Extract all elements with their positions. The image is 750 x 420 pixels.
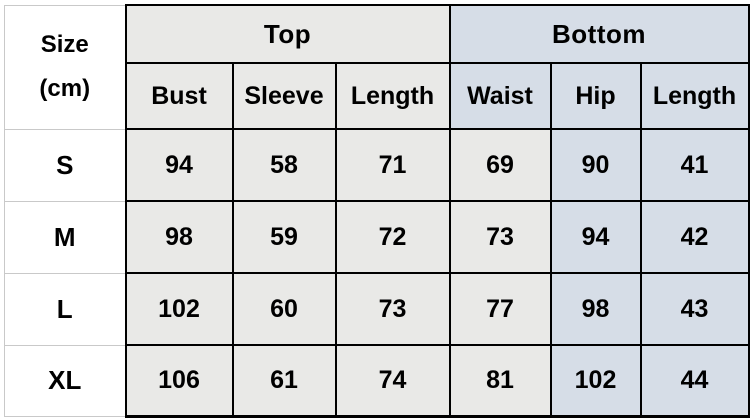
value-s-bottom-length: 41 — [639, 128, 750, 202]
size-label-s: S — [4, 128, 127, 202]
group-header-row: Size (cm) Top Bottom — [4, 4, 750, 130]
value-xl-sleeve: 61 — [231, 344, 337, 418]
value-l-bottom-length: 43 — [639, 272, 750, 346]
value-m-top-length: 72 — [334, 200, 451, 274]
value-l-waist: 77 — [448, 272, 552, 346]
value-l-sleeve: 60 — [231, 272, 337, 346]
value-xl-bust: 106 — [124, 344, 234, 418]
column-header-top-length: Length — [334, 62, 451, 130]
value-s-hip: 90 — [549, 128, 642, 202]
column-header-bottom-length: Length — [639, 62, 750, 130]
table-row-s: S 94 58 71 69 90 41 — [4, 128, 750, 202]
size-label-l: L — [4, 272, 127, 346]
column-group-top: Top — [124, 4, 451, 64]
size-unit-line1: Size — [40, 30, 89, 58]
value-m-waist: 73 — [448, 200, 552, 274]
value-s-top-length: 71 — [334, 128, 451, 202]
value-s-sleeve: 58 — [231, 128, 337, 202]
column-header-bust: Bust — [124, 62, 234, 130]
value-l-hip: 98 — [549, 272, 642, 346]
table-row-m: M 98 59 72 73 94 42 — [4, 200, 750, 274]
column-header-hip: Hip — [549, 62, 642, 130]
table-row-xl: XL 106 61 74 81 102 44 — [4, 344, 750, 418]
value-l-bust: 102 — [124, 272, 234, 346]
value-xl-hip: 102 — [549, 344, 642, 418]
value-xl-bottom-length: 44 — [639, 344, 750, 418]
size-chart-table: Size (cm) Top Bottom Bust Sleeve Length … — [4, 4, 750, 418]
value-s-waist: 69 — [448, 128, 552, 202]
value-xl-top-length: 74 — [334, 344, 451, 418]
value-xl-waist: 81 — [448, 344, 552, 418]
size-label-m: M — [4, 200, 127, 274]
value-s-bust: 94 — [124, 128, 234, 202]
column-group-bottom: Bottom — [448, 4, 750, 64]
size-unit-header: Size (cm) — [4, 4, 127, 130]
value-m-bust: 98 — [124, 200, 234, 274]
value-m-bottom-length: 42 — [639, 200, 750, 274]
column-header-sleeve: Sleeve — [231, 62, 337, 130]
column-header-waist: Waist — [448, 62, 552, 130]
table-row-l: L 102 60 73 77 98 43 — [4, 272, 750, 346]
size-unit-line2: (cm) — [39, 75, 91, 102]
value-m-sleeve: 59 — [231, 200, 337, 274]
value-m-hip: 94 — [549, 200, 642, 274]
value-l-top-length: 73 — [334, 272, 451, 346]
column-header-row: Bust Sleeve Length Waist Hip Length — [5, 62, 750, 130]
size-label-xl: XL — [4, 344, 127, 417]
